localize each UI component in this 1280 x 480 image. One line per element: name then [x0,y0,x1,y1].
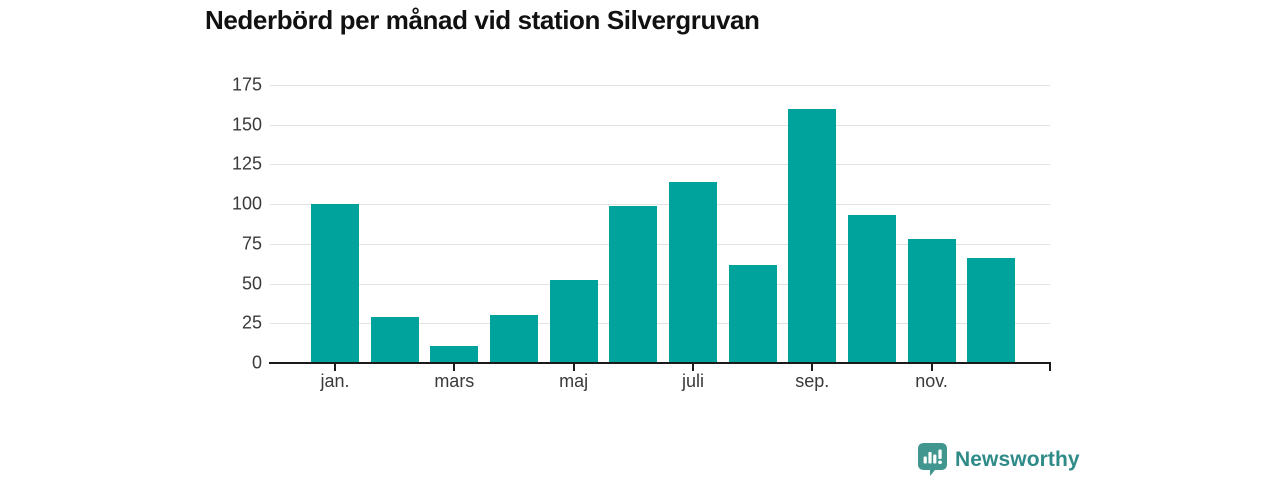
y-axis-label-0: 0 [251,352,262,373]
x-axis-tick [930,364,933,371]
bar-month-7 [668,181,717,363]
y-axis-label-175: 175 [231,74,262,95]
gridline-50 [270,283,1050,285]
bar-month-10 [847,215,896,363]
x-axis-label: juli [681,371,704,391]
x-axis-label: nov. [915,371,948,391]
bar-month-8 [728,264,777,363]
bar-month-12 [967,258,1016,363]
gridline-150 [270,124,1050,126]
x-axis-tick [453,364,456,371]
x-axis-tick [811,364,814,371]
gridline-100 [270,204,1050,206]
y-axis-label-50: 50 [241,273,262,294]
bar-month-2 [370,316,419,363]
x-axis-label: maj [559,371,589,391]
newsworthy-logo-text: Newsworthy [955,447,1080,471]
bar-month-4 [489,315,538,363]
gridline-175 [270,85,1050,86]
bar-month-6 [609,205,658,363]
bar-month-3 [430,345,479,363]
x-axis-tick [691,364,694,371]
gridline-125 [270,164,1050,166]
y-axis-label-125: 125 [231,153,262,174]
gridline-75 [270,243,1050,245]
bar-month-1 [311,204,359,363]
chart-title: Nederbörd per månad vid station Silvergr… [205,5,760,35]
x-axis-label: sep. [795,371,830,391]
newsworthy-logo: Newsworthy [918,443,1080,476]
bar-month-9 [788,108,837,363]
y-axis-label-150: 150 [231,114,262,135]
y-axis-label-100: 100 [231,193,262,214]
x-axis-line [269,362,1051,364]
x-axis-tick [334,364,336,371]
x-axis-tick [572,364,575,371]
bar-month-5 [549,280,598,363]
newsworthy-chart-bubble-icon [918,443,947,476]
gridline-25 [270,323,1050,325]
plot-area [270,85,1050,363]
x-axis-label: mars [434,371,475,391]
y-axis-label-75: 75 [241,233,262,254]
x-axis-end-tick [1049,364,1051,371]
x-axis-label: jan. [320,371,350,391]
y-axis-label-25: 25 [241,312,262,333]
bar-month-11 [907,239,956,363]
